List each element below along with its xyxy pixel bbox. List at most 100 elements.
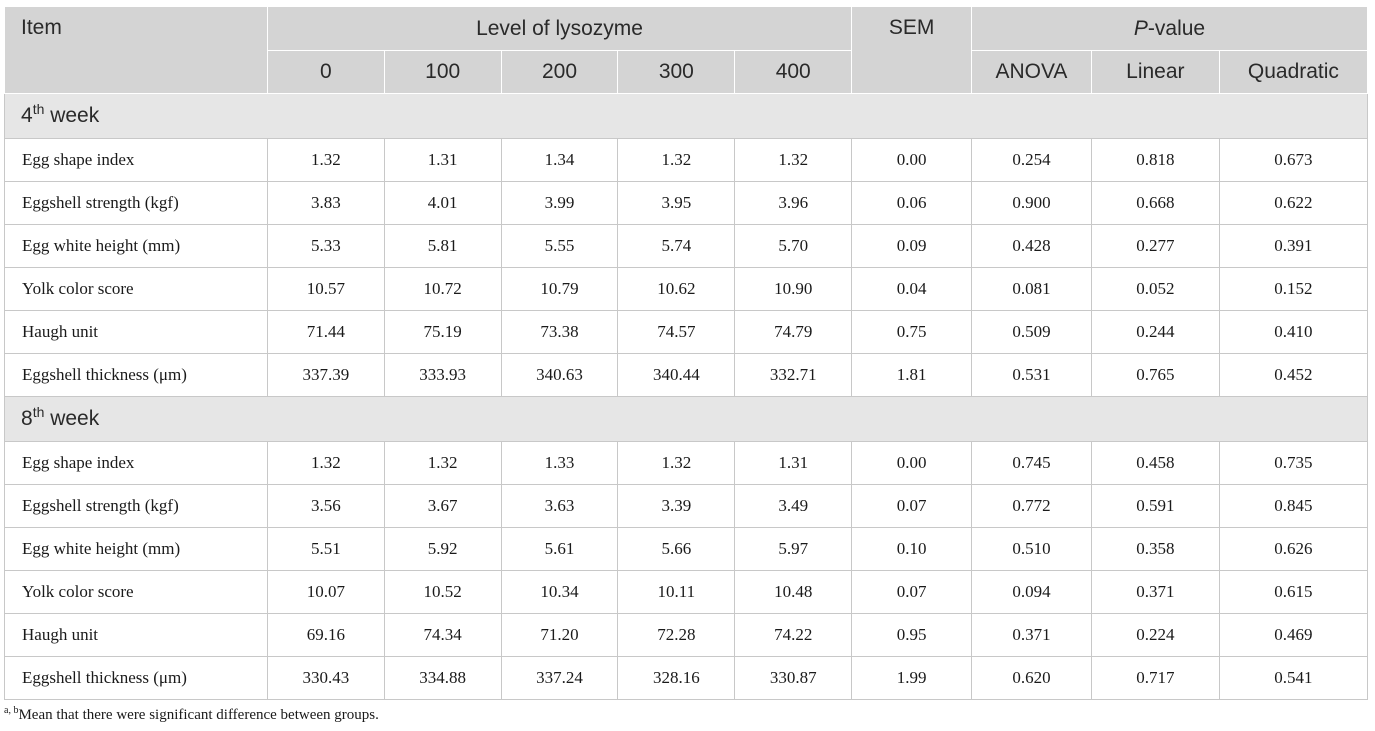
cell-sem: 0.06: [851, 181, 973, 225]
header-pvalue-group: P-value: [971, 6, 1368, 51]
section-row: 8th week: [4, 396, 1368, 442]
header-sem: SEM: [851, 6, 973, 94]
cell-sem: 0.07: [851, 484, 973, 528]
cell-level-100: 10.72: [383, 267, 502, 311]
row-label: Yolk color score: [4, 570, 268, 614]
header-level-400: 400: [734, 50, 853, 94]
row-label: Eggshell strength (kgf): [4, 484, 268, 528]
lysozyme-egg-quality-table: Item Level of lysozyme SEM P-value 0 100…: [4, 6, 1369, 700]
cell-level-100: 10.52: [383, 570, 502, 614]
cell-level-300: 10.62: [617, 267, 736, 311]
cell-level-100: 4.01: [383, 181, 502, 225]
cell-anova: 0.371: [971, 613, 1092, 657]
header-linear: Linear: [1090, 50, 1220, 94]
cell-level-400: 1.32: [734, 138, 853, 182]
section-week-word: week: [44, 104, 100, 127]
table-row: Yolk color score 10.57 10.72 10.79 10.62 10.9…: [4, 267, 1369, 311]
cell-linear: 0.717: [1090, 656, 1220, 700]
cell-level-200: 10.79: [500, 267, 619, 311]
cell-level-300: 1.32: [617, 441, 736, 485]
cell-level-400: 5.97: [734, 527, 853, 571]
cell-linear: 0.224: [1090, 613, 1220, 657]
table-body: 4th week Egg shape index 1.32 1.31 1.34 1.32 1…: [4, 93, 1369, 700]
cell-level-0: 69.16: [266, 613, 385, 657]
header-pvalue-rest: -value: [1147, 16, 1206, 40]
cell-level-400: 3.96: [734, 181, 853, 225]
cell-level-100: 5.92: [383, 527, 502, 571]
cell-level-400: 5.70: [734, 224, 853, 268]
cell-sem: 0.10: [851, 527, 973, 571]
cell-level-300: 72.28: [617, 613, 736, 657]
cell-quadratic: 0.541: [1218, 656, 1369, 700]
cell-level-100: 1.32: [383, 441, 502, 485]
cell-level-400: 74.79: [734, 310, 853, 354]
cell-linear: 0.244: [1090, 310, 1220, 354]
table-row: Yolk color score 10.07 10.52 10.34 10.11 10.4…: [4, 570, 1369, 614]
cell-sem: 0.00: [851, 138, 973, 182]
row-label: Haugh unit: [4, 613, 268, 657]
header-level-200: 200: [500, 50, 619, 94]
header-quadratic: Quadratic: [1218, 50, 1369, 94]
cell-linear: 0.765: [1090, 353, 1220, 397]
table-row: Egg shape index 1.32 1.31 1.34 1.32 1.32 0.00 0…: [4, 138, 1369, 182]
header-level-group: Level of lysozyme: [266, 6, 853, 51]
cell-level-200: 1.33: [500, 441, 619, 485]
row-label: Yolk color score: [4, 267, 268, 311]
cell-level-300: 5.74: [617, 224, 736, 268]
cell-quadratic: 0.410: [1218, 310, 1369, 354]
cell-quadratic: 0.673: [1218, 138, 1369, 182]
results-table-container: Item Level of lysozyme SEM P-value 0 100…: [4, 6, 1369, 700]
cell-sem: 0.04: [851, 267, 973, 311]
cell-level-200: 1.34: [500, 138, 619, 182]
cell-level-400: 332.71: [734, 353, 853, 397]
cell-anova: 0.745: [971, 441, 1092, 485]
cell-linear: 0.591: [1090, 484, 1220, 528]
header-anova: ANOVA: [971, 50, 1092, 94]
cell-level-100: 1.31: [383, 138, 502, 182]
cell-level-400: 74.22: [734, 613, 853, 657]
header-level-0: 0: [266, 50, 385, 94]
cell-anova: 0.900: [971, 181, 1092, 225]
cell-level-200: 5.55: [500, 224, 619, 268]
cell-linear: 0.458: [1090, 441, 1220, 485]
cell-level-0: 3.56: [266, 484, 385, 528]
section-week-word: week: [44, 407, 100, 430]
cell-linear: 0.052: [1090, 267, 1220, 311]
cell-level-300: 340.44: [617, 353, 736, 397]
section-week-suffix: th: [32, 404, 45, 420]
cell-quadratic: 0.622: [1218, 181, 1369, 225]
cell-level-200: 10.34: [500, 570, 619, 614]
section-week-suffix: th: [32, 101, 45, 117]
cell-anova: 0.620: [971, 656, 1092, 700]
cell-level-200: 3.99: [500, 181, 619, 225]
cell-level-300: 3.39: [617, 484, 736, 528]
section-row: 4th week: [4, 93, 1368, 139]
cell-level-100: 5.81: [383, 224, 502, 268]
cell-level-100: 75.19: [383, 310, 502, 354]
cell-level-100: 333.93: [383, 353, 502, 397]
cell-linear: 0.668: [1090, 181, 1220, 225]
cell-anova: 0.428: [971, 224, 1092, 268]
cell-anova: 0.531: [971, 353, 1092, 397]
row-label: Egg white height (mm): [4, 224, 268, 268]
table-row: Eggshell thickness (μm) 330.43 334.88 337.2…: [4, 656, 1369, 700]
header-level-300: 300: [617, 50, 736, 94]
section-label: 8th week: [4, 396, 1368, 442]
footnote: a, bMean that there were significant dif…: [4, 706, 379, 724]
cell-level-200: 5.61: [500, 527, 619, 571]
cell-level-0: 337.39: [266, 353, 385, 397]
cell-quadratic: 0.452: [1218, 353, 1369, 397]
cell-sem: 0.75: [851, 310, 973, 354]
cell-quadratic: 0.626: [1218, 527, 1369, 571]
cell-sem: 0.00: [851, 441, 973, 485]
cell-quadratic: 0.735: [1218, 441, 1369, 485]
cell-level-300: 10.11: [617, 570, 736, 614]
cell-level-200: 73.38: [500, 310, 619, 354]
cell-level-0: 330.43: [266, 656, 385, 700]
cell-linear: 0.358: [1090, 527, 1220, 571]
cell-anova: 0.094: [971, 570, 1092, 614]
header-pvalue-italic: P: [1133, 16, 1148, 40]
cell-sem: 1.81: [851, 353, 973, 397]
cell-anova: 0.081: [971, 267, 1092, 311]
cell-level-0: 71.44: [266, 310, 385, 354]
